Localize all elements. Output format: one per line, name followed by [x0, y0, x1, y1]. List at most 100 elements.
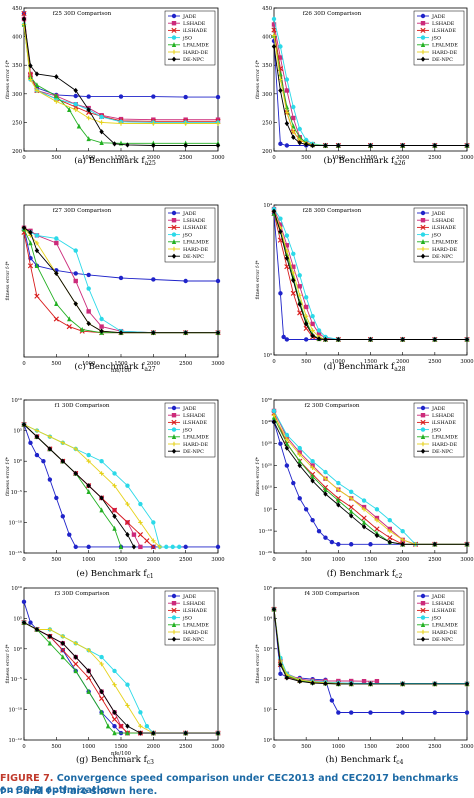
legend-marker [420, 427, 426, 432]
data-point [54, 301, 59, 306]
legend-label: iLSHADE [183, 420, 207, 426]
legend-label: LSHADE [183, 21, 206, 27]
data-point [291, 270, 296, 276]
data-point [144, 723, 150, 729]
data-point [112, 513, 117, 519]
data-point [361, 507, 367, 512]
series-de-npc [271, 419, 470, 547]
y-tick-label: 10⁵ [263, 586, 272, 592]
data-point [112, 525, 117, 531]
data-point [278, 222, 283, 227]
y-tick-label: 250 [262, 120, 272, 126]
data-point [34, 88, 40, 93]
legend-marker [171, 253, 177, 259]
x-tick-label: 0 [22, 361, 25, 367]
data-point [303, 304, 309, 310]
data-point [303, 295, 309, 300]
data-point [125, 142, 130, 148]
y-tick-label: 10¹ [263, 708, 272, 714]
data-point [361, 515, 367, 521]
data-point [336, 487, 341, 492]
x-tick-label: 0 [272, 744, 275, 750]
y-axis-label: fitness error f-f* [255, 59, 261, 99]
chart-title: f2 30D Comparison [305, 403, 360, 409]
y-tick-label: 450 [12, 6, 22, 12]
y-tick-label: 10¹⁰ [261, 485, 272, 491]
data-point [323, 491, 328, 497]
y-tick-label: 10⁴⁰ [261, 420, 272, 426]
legend-marker [171, 601, 177, 606]
legend-label: JADE [182, 211, 197, 217]
data-point [316, 328, 322, 333]
data-point [303, 337, 309, 342]
x-tick-label: 500 [301, 155, 311, 161]
data-point [284, 463, 290, 468]
x-tick-label: 0 [22, 744, 25, 750]
legend-marker [420, 448, 426, 454]
data-point [21, 599, 27, 605]
data-point [400, 541, 405, 547]
legend-marker [171, 419, 177, 425]
data-point [310, 333, 315, 339]
data-point [125, 703, 130, 708]
legend-marker [171, 413, 177, 418]
data-point [21, 10, 27, 17]
data-point [310, 328, 315, 333]
data-point [297, 301, 302, 307]
data-point [34, 452, 40, 458]
data-point [164, 544, 169, 550]
legend-marker [420, 405, 426, 411]
data-point [67, 106, 72, 112]
legend-label: DE-NPC [432, 637, 453, 643]
chart-panel-1: 0 500 1000 1500 2000 2500 3000 200 250 300 350 400 4… [5, 6, 225, 167]
x-tick-label: 2000 [396, 557, 409, 563]
data-point [329, 698, 335, 703]
y-tick-label: 10⁻²⁰ [259, 551, 273, 557]
data-point [131, 532, 137, 537]
data-point [112, 141, 117, 147]
data-point [432, 681, 438, 687]
chart-title: f4 30D Comparison [305, 591, 360, 597]
data-point [361, 678, 367, 684]
y-axis-label: fitness error f-f* [255, 644, 261, 684]
data-point [215, 544, 221, 550]
legend-label: jSO [431, 427, 441, 433]
data-point [34, 71, 40, 77]
data-point [291, 251, 296, 257]
data-point [60, 634, 65, 639]
y-tick-label: 10⁰ [13, 647, 22, 653]
chart-panel-5: 0 500 1000 1500 2000 2500 3000 10⁻¹⁵ 10⁻¹⁰ 10⁻⁵ 10… [5, 398, 225, 580]
data-point [99, 328, 104, 334]
legend-label: LPALMDE [183, 43, 209, 49]
data-point [291, 274, 296, 280]
data-point [400, 336, 405, 343]
series-line [273, 609, 467, 685]
data-point [67, 532, 72, 537]
data-point [28, 229, 33, 235]
data-point [368, 336, 373, 343]
chart-panel-4: 0 500 1000 1500 2000 2500 3000 10³ 10⁴ f28 30D Co… [255, 203, 474, 373]
data-point [183, 142, 188, 149]
series-de-npc [21, 619, 221, 736]
legend-label: HARD-DE [432, 442, 458, 448]
data-point [303, 507, 309, 512]
x-axis-label: nfe/100 [111, 368, 131, 374]
data-point [303, 321, 309, 327]
legend-marker [171, 427, 177, 432]
legend-label: LSHADE [183, 218, 206, 224]
data-point [151, 142, 156, 149]
x-tick-label: 1000 [82, 744, 95, 750]
data-point [323, 142, 328, 149]
legend-marker [420, 49, 426, 55]
data-point [151, 520, 156, 525]
legend-marker [420, 253, 426, 259]
y-tick-label: 10³ [263, 353, 272, 359]
data-point [112, 483, 117, 488]
data-point [86, 320, 91, 327]
legend-label: JADE [431, 14, 446, 20]
data-point [291, 129, 296, 134]
x-tick-label: 1500 [114, 557, 127, 563]
legend-marker [420, 413, 426, 418]
series-hard-de [21, 22, 221, 126]
legend-label: HARD-DE [183, 247, 209, 253]
